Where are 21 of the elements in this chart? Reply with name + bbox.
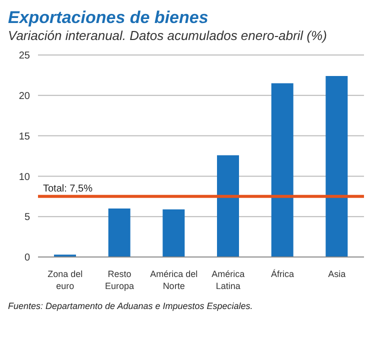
y-tick-label: 20 xyxy=(18,90,30,102)
bar xyxy=(108,208,130,257)
x-tick-label: América del Norte xyxy=(150,269,198,291)
x-tick-label: Asia xyxy=(328,269,346,279)
ref-line-label: Total: 7,5% xyxy=(43,183,93,194)
x-tick-label: América Latina xyxy=(212,269,245,291)
y-tick-label: 10 xyxy=(18,172,30,183)
bar xyxy=(326,76,348,257)
bar xyxy=(217,155,239,257)
x-tick-label: Zona del euro xyxy=(48,269,83,291)
x-tick-label: Resto Europa xyxy=(104,269,134,291)
y-tick-label: 5 xyxy=(24,212,30,224)
y-tick-label: 15 xyxy=(18,131,30,142)
y-tick-label: 25 xyxy=(18,50,30,62)
x-tick-label: África xyxy=(270,269,294,279)
y-tick-label: 0 xyxy=(24,252,30,264)
chart-subtitle: Variación interanual. Datos acumulados enero-abril (%) xyxy=(8,28,328,43)
bar xyxy=(271,83,294,257)
bar xyxy=(162,209,185,257)
chart-title: Exportaciones de bienes xyxy=(8,8,210,28)
source-note: Fuentes: Departamento de Aduanas e Impuestos Especiales. xyxy=(8,301,254,311)
